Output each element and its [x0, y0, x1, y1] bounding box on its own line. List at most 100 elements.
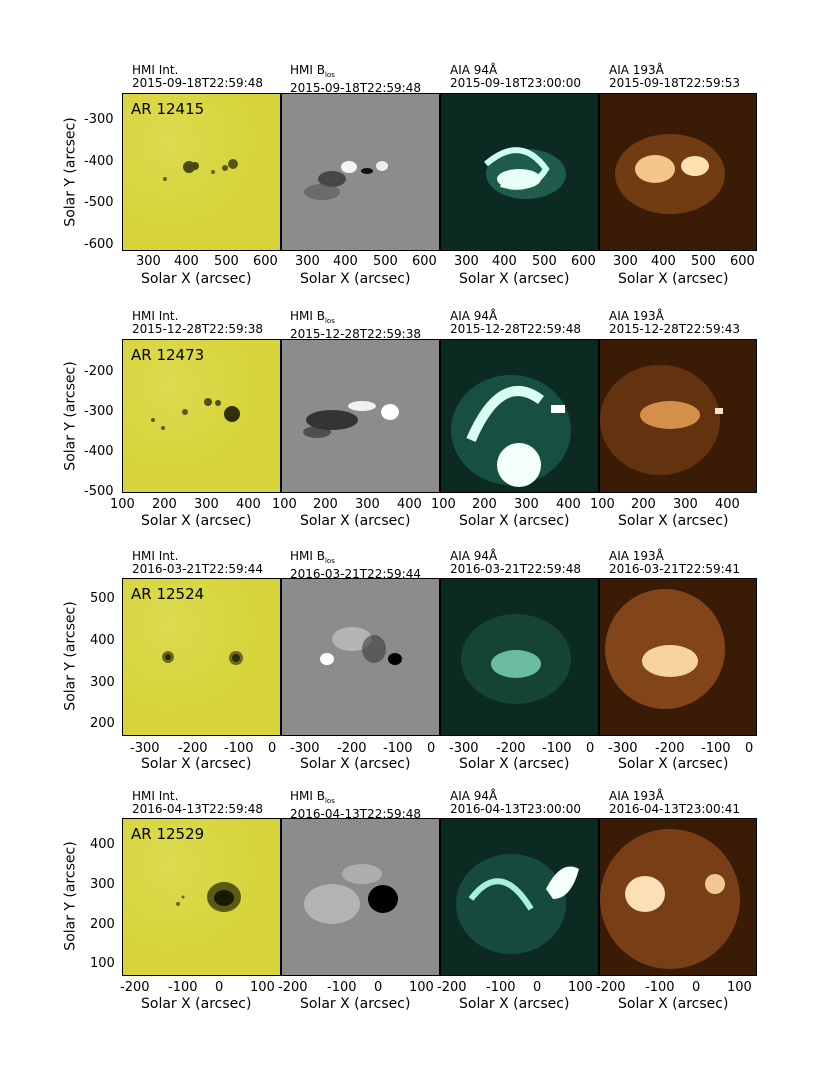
panel-title-aia94: AIA 94Å 2016-04-13T23:00:00 [450, 789, 581, 816]
panel-title-hmi-int: HMI Int. 2015-12-28T22:59:38 [132, 309, 263, 336]
x-tick: -200 [337, 741, 367, 756]
corona-193-svg [615, 134, 725, 214]
aia193-image [599, 339, 757, 493]
y-tick: -300 [84, 112, 114, 127]
x-tick: -100 [224, 741, 254, 756]
x-tick: 100 [110, 497, 135, 512]
hmi-int-image: AR 12415 [122, 93, 281, 251]
panel-title-hmi-blos: HMI Blos 2015-09-18T22:59:48 [290, 63, 421, 95]
x-tick: -100 [168, 980, 198, 995]
ar-label: AR 12473 [131, 346, 205, 364]
hmi-blos-image [281, 818, 440, 976]
ar-label: AR 12524 [131, 585, 205, 603]
sunspot-svg [162, 651, 243, 665]
y-tick: -300 [84, 404, 114, 419]
hmi-int-image: AR 12529 [122, 818, 281, 976]
x-tick: 300 [295, 254, 320, 269]
y-tick: -600 [84, 237, 114, 252]
y-tick: 400 [90, 837, 115, 852]
panel-title-aia193: AIA 193Å 2016-03-21T22:59:41 [609, 549, 740, 576]
corona-94-svg [451, 375, 571, 487]
y-tick: 100 [90, 956, 115, 971]
y-tick: -400 [84, 154, 114, 169]
y-tick: 500 [90, 591, 115, 606]
x-tick: 600 [730, 254, 755, 269]
x-tick: 600 [571, 254, 596, 269]
hmi-blos-image [281, 93, 440, 251]
y-axis-label: Solar Y (arcsec) [62, 117, 79, 227]
x-tick: 100 [409, 980, 434, 995]
x-axis-label: Solar X (arcsec) [618, 996, 729, 1012]
x-tick: -200 [178, 741, 208, 756]
x-axis-label: Solar X (arcsec) [300, 756, 411, 772]
magnetogram-svg [303, 401, 399, 438]
panel-title-hmi-blos: HMI Blos 2015-12-28T22:59:38 [290, 309, 421, 341]
x-axis-label: Solar X (arcsec) [300, 996, 411, 1012]
x-tick: 500 [373, 254, 398, 269]
x-tick: 600 [412, 254, 437, 269]
x-tick: 100 [272, 497, 297, 512]
x-tick: -100 [383, 741, 413, 756]
x-tick: 100 [250, 980, 275, 995]
hmi-blos-image [281, 339, 440, 493]
y-axis-label: Solar Y (arcsec) [62, 361, 79, 471]
magnetogram-svg [304, 864, 398, 924]
panel-title-aia94: AIA 94Å 2015-12-28T22:59:48 [450, 309, 581, 336]
magnetogram-svg [320, 627, 402, 665]
x-tick: 300 [136, 254, 161, 269]
x-tick: 200 [152, 497, 177, 512]
x-tick: -200 [437, 980, 467, 995]
x-axis-label: Solar X (arcsec) [141, 271, 252, 287]
x-tick: 400 [556, 497, 581, 512]
corona-193-svg [600, 365, 723, 475]
x-tick: 100 [431, 497, 456, 512]
corona-94-svg [484, 147, 566, 199]
x-tick: -100 [327, 980, 357, 995]
x-tick: 300 [613, 254, 638, 269]
x-tick: -300 [608, 741, 638, 756]
aia193-image [599, 93, 757, 251]
x-tick: 500 [532, 254, 557, 269]
x-tick: -300 [290, 741, 320, 756]
x-tick: -300 [449, 741, 479, 756]
x-tick: 200 [313, 497, 338, 512]
panel-title-hmi-int: HMI Int. 2016-03-21T22:59:44 [132, 549, 263, 576]
hmi-blos-image [281, 578, 440, 736]
y-tick: 300 [90, 877, 115, 892]
x-axis-label: Solar X (arcsec) [141, 996, 252, 1012]
sunspot-svg [163, 159, 238, 181]
x-tick: 300 [514, 497, 539, 512]
corona-94-svg [456, 854, 579, 954]
magnetogram-svg [304, 161, 388, 200]
x-tick: 500 [691, 254, 716, 269]
x-tick: 100 [568, 980, 593, 995]
aia94-image [440, 818, 599, 976]
x-tick: 0 [374, 980, 383, 995]
x-tick: 200 [631, 497, 656, 512]
y-tick: -500 [84, 484, 114, 499]
y-tick: -500 [84, 195, 114, 210]
x-tick: 200 [472, 497, 497, 512]
corona-193-svg [605, 589, 725, 709]
ar-label: AR 12415 [131, 100, 205, 118]
x-axis-label: Solar X (arcsec) [618, 513, 729, 529]
x-tick: 300 [454, 254, 479, 269]
x-axis-label: Solar X (arcsec) [141, 756, 252, 772]
x-tick: 400 [651, 254, 676, 269]
panel-title-hmi-int: HMI Int. 2016-04-13T22:59:48 [132, 789, 263, 816]
aia193-image [599, 818, 757, 976]
panel-title-hmi-int: HMI Int. 2015-09-18T22:59:48 [132, 63, 263, 90]
x-tick: 0 [427, 741, 436, 756]
x-tick: 300 [355, 497, 380, 512]
x-axis-label: Solar X (arcsec) [300, 271, 411, 287]
panel-title-aia94: AIA 94Å 2016-03-21T22:59:48 [450, 549, 581, 576]
panel-title-hmi-blos: HMI Blos 2016-04-13T22:59:48 [290, 789, 421, 821]
x-tick: 0 [586, 741, 595, 756]
x-tick: 400 [236, 497, 261, 512]
y-tick: 200 [90, 716, 115, 731]
x-axis-label: Solar X (arcsec) [459, 271, 570, 287]
x-tick: 0 [268, 741, 277, 756]
x-tick: 400 [715, 497, 740, 512]
x-tick: -200 [278, 980, 308, 995]
